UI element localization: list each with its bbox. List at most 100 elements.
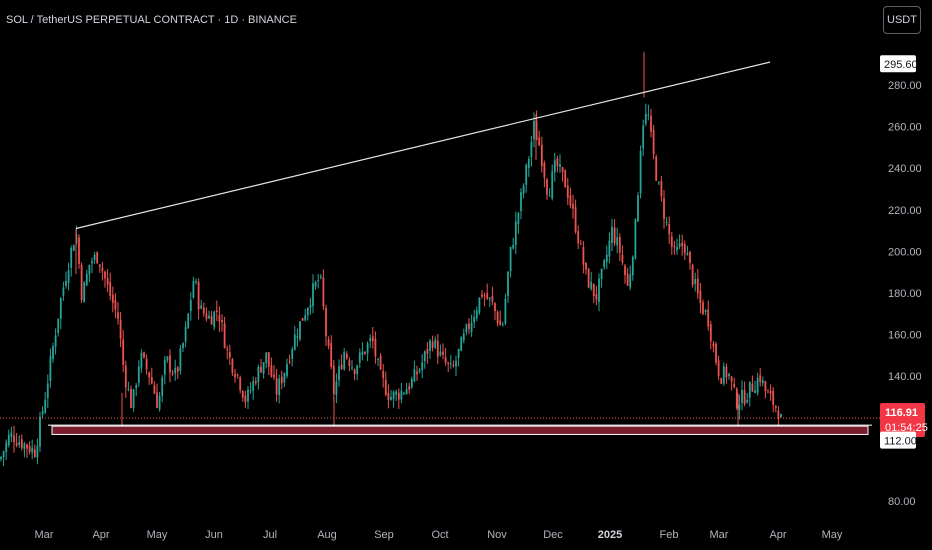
candle <box>148 371 151 386</box>
candle <box>774 404 777 413</box>
candle <box>566 177 569 206</box>
candle <box>361 342 364 361</box>
candle <box>23 441 26 458</box>
candle <box>57 318 60 337</box>
candle <box>535 110 538 141</box>
candle <box>306 307 309 321</box>
price-axis[interactable]: 80.00 140.00 160.00 180.00 200.00 220.00 240.0… <box>880 55 928 508</box>
candle <box>351 360 353 371</box>
candle <box>330 335 333 370</box>
candle <box>616 227 619 254</box>
candle <box>7 429 10 448</box>
time-tick-label: Nov <box>487 529 507 541</box>
candles-layer <box>0 51 782 467</box>
time-tick-label: May <box>822 529 843 541</box>
candle <box>33 444 36 458</box>
candle <box>335 373 338 404</box>
support-zone[interactable] <box>51 425 869 435</box>
candle <box>462 328 465 344</box>
candle <box>356 364 359 381</box>
candle <box>429 338 431 359</box>
candle <box>457 348 460 367</box>
candle <box>208 310 210 320</box>
candle <box>488 296 491 307</box>
candle <box>689 251 691 270</box>
candle <box>754 381 756 394</box>
candle <box>44 391 47 415</box>
candle <box>228 344 231 365</box>
candle <box>150 367 153 385</box>
candle <box>226 345 229 360</box>
candle <box>392 390 395 408</box>
candle <box>499 310 502 326</box>
candle <box>540 136 543 173</box>
countdown-label: 01:54:25 <box>885 422 928 434</box>
candle <box>252 376 255 400</box>
time-axis[interactable]: Mar Apr May Jun Jul Aug Sep Oct Nov Dec 2025 Feb Mar… <box>35 529 843 541</box>
candle <box>270 357 273 378</box>
candle <box>699 283 702 314</box>
candle <box>720 377 723 385</box>
candle <box>387 384 390 409</box>
candle <box>231 357 234 377</box>
candle <box>124 360 127 398</box>
candle <box>10 426 13 443</box>
candle <box>738 394 741 420</box>
candle <box>218 306 221 332</box>
candle <box>756 372 759 396</box>
candle <box>514 211 517 255</box>
candle <box>104 270 106 288</box>
candle <box>507 270 509 303</box>
candle <box>301 317 304 321</box>
candle <box>743 381 746 407</box>
time-tick-label: Dec <box>543 529 563 541</box>
candle <box>288 354 291 365</box>
candle <box>423 350 426 369</box>
drawings-layer[interactable] <box>0 61 880 435</box>
candle <box>647 104 650 121</box>
candle <box>639 145 642 199</box>
price-tick-label: 280.00 <box>888 80 922 92</box>
candle <box>91 257 93 274</box>
candle <box>293 325 296 351</box>
candle <box>603 258 606 270</box>
candle <box>260 358 262 374</box>
candle <box>317 273 320 289</box>
candle <box>595 285 598 306</box>
candle <box>215 300 218 322</box>
candle <box>613 219 616 247</box>
current-price-label: 116.91 <box>885 407 918 419</box>
candle <box>88 264 91 283</box>
candle <box>132 388 135 412</box>
candle <box>777 406 780 428</box>
candle <box>543 160 546 188</box>
candle <box>395 389 398 402</box>
currency-button[interactable]: USDT <box>883 6 921 34</box>
candle <box>49 348 52 388</box>
candle <box>637 192 639 222</box>
candle <box>145 354 148 375</box>
candle <box>481 290 483 299</box>
resistance-trendline[interactable] <box>75 61 771 230</box>
candle <box>241 390 244 402</box>
candle <box>759 367 762 387</box>
candle <box>403 391 405 395</box>
candle <box>127 381 130 392</box>
candle <box>722 362 725 386</box>
candle <box>280 370 283 390</box>
candle <box>304 308 307 322</box>
candle <box>621 245 624 266</box>
candle <box>78 234 80 270</box>
candle <box>652 125 655 160</box>
candle <box>434 336 437 350</box>
candle <box>213 310 216 331</box>
time-tick-label: Mar <box>710 529 729 541</box>
candle <box>520 188 522 220</box>
candle <box>156 383 158 409</box>
candle <box>418 367 421 374</box>
candle <box>585 262 587 275</box>
candle <box>390 390 392 401</box>
candle <box>340 354 343 371</box>
